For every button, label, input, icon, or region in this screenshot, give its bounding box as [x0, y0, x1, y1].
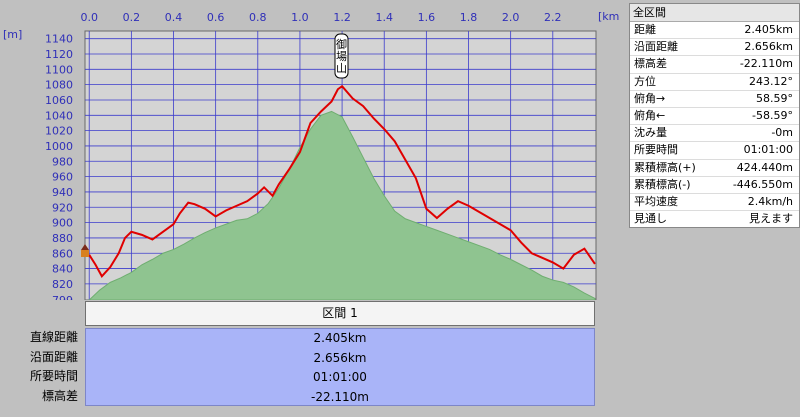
y-tick-label: 880 [52, 232, 73, 245]
stats-row-label: 沈み量 [634, 126, 667, 140]
stats-row-value: 2.405km [744, 23, 793, 36]
stats-row: 標高差 -22.110m [630, 56, 799, 74]
y-tick-label: 1060 [45, 94, 73, 107]
x-tick-label: 1.0 [291, 11, 309, 24]
stats-row: 沿面距離 2.656km [630, 39, 799, 57]
stats-row-value: -58.59° [752, 108, 793, 122]
stats-row-value: 2.4km/h [747, 194, 793, 208]
info-label: 標高差 [41, 388, 78, 403]
stats-row-label: 距離 [634, 23, 656, 36]
x-axis-unit: [km] [598, 10, 620, 23]
y-axis-ticks: 1140 1120 1100 1080 1060 1040 1020 1000 980 960 94… [45, 33, 73, 300]
stats-row-label: 俯角← [634, 108, 666, 122]
y-axis-unit: [m] [3, 28, 22, 41]
x-tick-label: 0.8 [249, 11, 267, 24]
stats-row-label: 方位 [634, 74, 656, 88]
y-tick-label: 1040 [45, 109, 73, 122]
info-values: 2.405km 2.656km 01:01:00 -22.110m [85, 328, 595, 406]
y-tick-label: 980 [52, 155, 73, 168]
x-tick-label: 1.8 [460, 11, 478, 24]
stats-row: 方位 243.12° [630, 74, 799, 91]
x-tick-label: 0.2 [123, 11, 141, 24]
info-label: 直線距離 [29, 330, 78, 344]
stats-row-value: 243.12° [749, 74, 793, 88]
y-tick-label: 860 [52, 247, 73, 260]
start-marker [81, 244, 89, 257]
elevation-chart: 0.0 0.2 0.4 0.6 0.8 1.0 1.2 1.4 1.6 1.8 2.0 2.2 114… [3, 10, 620, 300]
peak-marker: 御場山 [334, 33, 349, 79]
stats-row-label: 俯角→ [634, 91, 666, 105]
section-header[interactable]: 区間 1 [85, 301, 595, 326]
peak-label: 御場山 [336, 37, 347, 75]
y-tick-label: 1080 [45, 79, 73, 92]
stats-row: 見通し 見えます [630, 211, 799, 227]
x-tick-label: 0.4 [165, 11, 183, 24]
stats-row-value: 424.440m [736, 160, 793, 174]
stats-row-label: 見通し [634, 212, 667, 226]
stats-row: 累積標高(+) 424.440m [630, 160, 799, 177]
stats-row: 俯角← -58.59° [630, 108, 799, 126]
x-tick-label: 2.2 [544, 11, 562, 24]
y-tick-label: 840 [52, 263, 73, 276]
x-tick-label: 1.6 [418, 11, 436, 24]
x-tick-label: 1.2 [333, 11, 351, 24]
info-labels: 直線距離沿面距離所要時間標高差 [0, 328, 85, 406]
y-tick-label: 940 [52, 186, 73, 199]
stats-row-value: 見えます [749, 212, 793, 226]
y-tick-label: 1140 [45, 33, 73, 46]
stats-row-value: -0m [771, 126, 793, 140]
stats-row-label: 累積標高(+) [634, 160, 696, 174]
stats-row-label: 沿面距離 [634, 40, 678, 54]
stats-row-label: 平均速度 [634, 194, 678, 208]
stats-rows: 距離 2.405km 沿面距離 2.656km 標高差 -22.110m 方位 243.12°… [630, 22, 799, 227]
route-profile-line [88, 84, 596, 278]
stats-title: 全区間 [630, 4, 799, 22]
x-tick-label: 2.0 [502, 11, 520, 24]
stats-row: 沈み量 -0m [630, 125, 799, 143]
stats-row-value: 2.656km [744, 40, 793, 54]
info-value: 2.656km [313, 350, 367, 365]
stats-row-label: 累積標高(-) [634, 177, 691, 191]
y-tick-label: 820 [52, 278, 73, 291]
stats-row-value: -22.110m [739, 57, 793, 71]
info-value: 2.405km [313, 331, 367, 345]
x-tick-label: 0.6 [207, 11, 225, 24]
stats-row: 距離 2.405km [630, 22, 799, 40]
stats-row: 所要時間 01:01:00 [630, 142, 799, 160]
stats-row-label: 所要時間 [634, 143, 678, 157]
terrain-area [88, 110, 596, 300]
y-tick-label: 799 [52, 294, 73, 300]
x-tick-label: 1.4 [375, 11, 393, 24]
info-label: 所要時間 [29, 369, 78, 383]
info-value: 01:01:00 [313, 370, 367, 384]
y-tick-label: 920 [52, 201, 73, 214]
info-value: -22.110m [310, 389, 369, 404]
x-axis-ticks: 0.0 0.2 0.4 0.6 0.8 1.0 1.2 1.4 1.6 1.8 2.0 2.2 [80, 11, 561, 24]
stats-row: 俯角→ 58.59° [630, 91, 799, 108]
stats-row-value: 58.59° [756, 91, 793, 105]
y-tick-label: 960 [52, 171, 73, 184]
y-tick-label: 1020 [45, 125, 73, 138]
x-tick-label: 0.0 [80, 11, 98, 24]
stats-row-value: 01:01:00 [743, 143, 793, 157]
y-tick-label: 1100 [45, 63, 73, 76]
stats-row: 累積標高(-) -446.550m [630, 177, 799, 194]
y-tick-label: 900 [52, 217, 73, 230]
stats-panel: 全区間 距離 2.405km 沿面距離 2.656km 標高差 -22.110m 方位 243… [629, 3, 800, 229]
y-tick-label: 1000 [45, 140, 73, 153]
info-label: 沿面距離 [29, 349, 78, 364]
y-tick-label: 1120 [45, 48, 73, 61]
stats-row-label: 標高差 [634, 57, 667, 71]
stats-row: 平均速度 2.4km/h [630, 194, 799, 212]
stats-row-value: -446.550m [732, 177, 793, 191]
